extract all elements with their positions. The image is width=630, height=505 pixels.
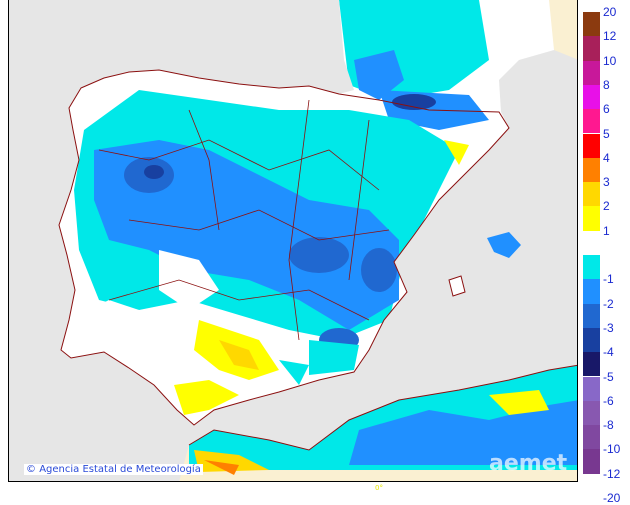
legend-band — [583, 84, 600, 110]
ibiza — [448, 275, 466, 297]
aemet-watermark: aemet — [489, 451, 568, 476]
legend-label: 8 — [603, 77, 610, 92]
mallorca — [487, 232, 521, 258]
credit-text: Agencia Estatal de Meteorología — [39, 464, 201, 475]
legend-band — [583, 109, 600, 134]
legend-label: 3 — [603, 175, 610, 190]
legend-label: -2 — [603, 296, 614, 311]
legend-label: 2 — [603, 199, 610, 214]
legend-label: -3 — [603, 320, 614, 335]
coastline — [58, 69, 510, 426]
legend-band — [583, 279, 600, 304]
legend-band — [583, 327, 600, 353]
legend-label: 20 — [603, 5, 617, 19]
legend-band — [583, 182, 600, 207]
legend-label: -10 — [603, 442, 621, 457]
legend-label: -8 — [603, 418, 614, 433]
france-east-background — [544, 0, 577, 60]
legend-label: -12 — [603, 466, 621, 481]
legend-band — [583, 60, 600, 85]
legend-band — [583, 449, 600, 474]
legend-label: 10 — [603, 53, 617, 68]
legend-label: 1 — [603, 223, 610, 238]
legend-band — [583, 12, 600, 37]
legend-band — [583, 303, 600, 328]
legend-band — [583, 157, 600, 183]
legend-band — [583, 230, 600, 255]
legend-label: -4 — [603, 345, 614, 360]
legend-label: 4 — [603, 150, 610, 165]
legend-band — [583, 352, 600, 377]
longitude-label: 0° — [375, 484, 383, 492]
legend-band — [583, 400, 600, 426]
credit: © Agencia Estatal de Meteorología — [24, 464, 203, 475]
legend-band — [583, 376, 600, 401]
legend-label: -20 — [603, 491, 621, 505]
legend-label: 12 — [603, 29, 617, 44]
legend-label: -5 — [603, 369, 614, 384]
legend-band — [583, 133, 600, 158]
legend-label: -1 — [603, 272, 614, 287]
legend-band — [583, 36, 600, 61]
legend-label: -6 — [603, 393, 614, 408]
africa-coastline — [188, 364, 577, 451]
copyright-icon: © — [26, 464, 36, 475]
legend-label: 5 — [603, 126, 610, 141]
legend-band — [583, 206, 600, 231]
legend-band — [583, 425, 600, 450]
legend-band — [583, 255, 600, 280]
province-borders — [98, 99, 390, 341]
anomaly-map: aemet — [8, 0, 578, 482]
legend-label: 6 — [603, 102, 610, 117]
